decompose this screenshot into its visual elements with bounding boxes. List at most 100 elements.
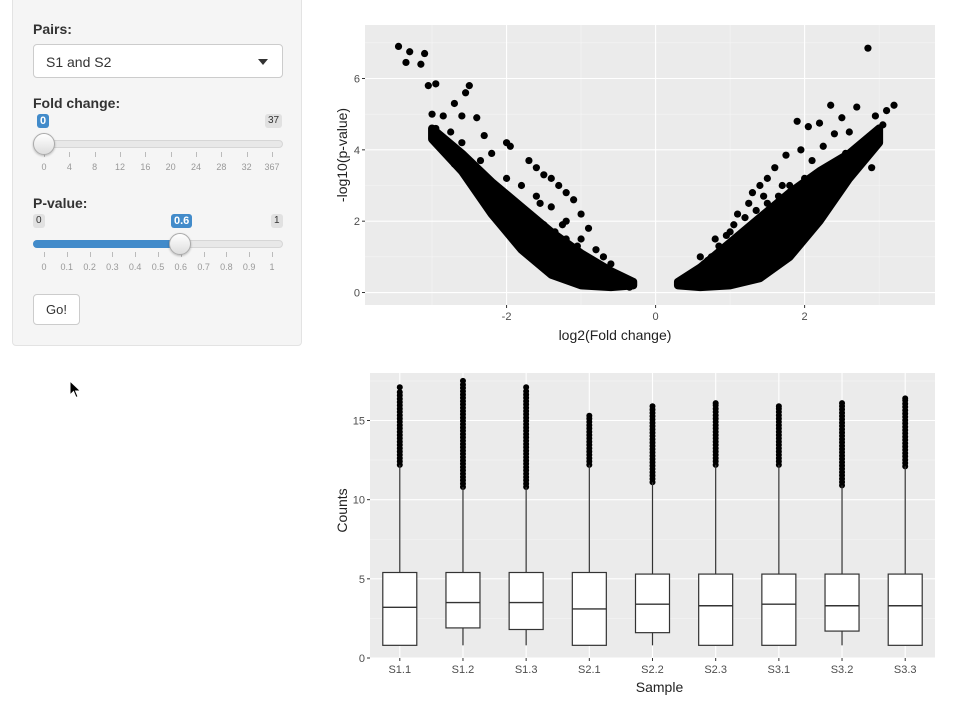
data-point — [782, 151, 790, 159]
data-point — [450, 99, 459, 108]
data-point — [726, 242, 734, 250]
data-point — [502, 174, 511, 182]
data-point — [555, 249, 563, 257]
slider-tick — [272, 252, 273, 257]
p-value-slider[interactable]: 0 0.6 1 0 0.1 0.2 0.3 0.4 0.5 0.6 0.7 0.8 0.9 1 — [33, 214, 283, 278]
slider-tick — [196, 152, 197, 157]
data-point — [417, 60, 425, 68]
box-S1.3 — [508, 384, 544, 646]
data-point — [733, 246, 742, 254]
slider-tick-label: 0.7 — [197, 262, 210, 272]
box-plot: 0 5 10 15 S1.1 S1.2 S1.3 S2.1 S2.2 S2.3 S3.1 S3.2 S3… — [334, 373, 935, 695]
data-point — [841, 149, 850, 158]
data-point — [476, 156, 485, 165]
data-point — [495, 206, 503, 215]
box-S3.3 — [887, 395, 923, 646]
slider-tick-label: 0.1 — [60, 262, 74, 272]
data-point — [808, 192, 816, 200]
x-tick-label: S1.3 — [515, 664, 538, 676]
slider-tick — [66, 252, 68, 257]
data-point — [830, 130, 839, 138]
slider-tick — [170, 152, 172, 157]
outlier-max-point — [775, 403, 782, 410]
data-point — [745, 199, 753, 207]
x-axis-title: Sample — [636, 679, 684, 695]
data-point — [394, 42, 403, 51]
data-point — [868, 164, 876, 172]
slider-tick-label: 16 — [140, 162, 151, 172]
slider-tick-label: 0.9 — [242, 262, 256, 272]
data-point — [506, 142, 514, 150]
box-S2.2 — [634, 403, 671, 646]
data-point — [529, 214, 537, 222]
data-point — [815, 181, 824, 190]
data-point — [827, 101, 835, 109]
data-point — [778, 181, 786, 190]
slider-tick-label: 12 — [114, 162, 126, 172]
slider-tick-label: 0.5 — [151, 262, 165, 272]
y-tick-label: 6 — [354, 74, 360, 86]
fold-change-slider-track[interactable] — [33, 140, 283, 148]
y-tick-label: 0 — [359, 653, 365, 665]
slider-tick-label: 1 — [269, 262, 275, 272]
fold-change-slider[interactable]: 0 0 37 0 4 8 12 16 20 24 28 32 367 — [33, 114, 283, 178]
data-point — [517, 181, 526, 190]
data-point — [760, 192, 768, 200]
slider-tick-label: 8 — [92, 162, 98, 172]
data-point — [771, 164, 779, 172]
volcano-plot: -2 0 2 0 2 4 6 log2(Fold change) -log10(p-value) — [334, 25, 935, 343]
data-point — [424, 82, 432, 90]
box — [698, 573, 734, 646]
data-point — [741, 214, 749, 222]
x-tick-label: 2 — [802, 311, 808, 323]
data-point — [748, 189, 757, 197]
data-point — [625, 283, 634, 291]
data-point — [696, 253, 704, 261]
data-point — [882, 107, 891, 115]
slider-tick — [94, 152, 96, 157]
p-value-ticks: 0 0.1 0.2 0.3 0.4 0.5 0.6 0.7 0.8 0.9 1 — [33, 252, 283, 272]
data-point — [808, 156, 816, 165]
p-value-min-label: 0 — [33, 214, 45, 228]
data-point — [562, 189, 570, 197]
data-point — [532, 192, 540, 200]
data-point — [801, 185, 809, 193]
p-value-slider-handle[interactable] — [169, 233, 191, 255]
mouse-cursor-icon — [69, 379, 82, 399]
data-point — [469, 178, 477, 186]
data-point — [461, 153, 470, 161]
pairs-select[interactable]: S1 and S2 — [33, 44, 283, 78]
data-point — [730, 221, 738, 229]
data-point — [845, 171, 853, 179]
y-tick-label: 10 — [353, 495, 365, 507]
sidebar-panel: Pairs: S1 and S2 Fold change: 0 0 37 0 4 8… — [12, 0, 302, 346]
data-point — [678, 279, 686, 288]
slider-tick — [135, 252, 137, 257]
go-button[interactable]: Go! — [33, 294, 80, 325]
data-point — [599, 274, 608, 282]
slider-tick — [249, 252, 251, 257]
box — [508, 571, 544, 631]
data-point — [428, 110, 436, 118]
data-point — [588, 260, 596, 268]
slider-tick — [112, 252, 114, 257]
data-point — [584, 224, 593, 232]
data-point — [793, 117, 801, 125]
data-point — [473, 164, 481, 172]
data-point — [570, 196, 578, 204]
box — [761, 573, 797, 646]
slider-tick-label: 0 — [41, 262, 47, 272]
outlier-max-point — [839, 400, 846, 407]
fold-change-slider-handle[interactable] — [33, 133, 55, 155]
slider-tick-label: 0.6 — [174, 262, 188, 272]
p-value-slider-fill — [33, 240, 181, 248]
data-point — [439, 139, 447, 147]
data-point — [689, 271, 697, 279]
data-point — [704, 267, 712, 275]
data-point — [536, 199, 544, 207]
y-tick-label: 0 — [354, 288, 360, 300]
slider-tick-label: 0.8 — [220, 262, 233, 272]
data-point — [607, 260, 615, 268]
data-point — [786, 181, 794, 190]
data-point — [432, 80, 440, 88]
